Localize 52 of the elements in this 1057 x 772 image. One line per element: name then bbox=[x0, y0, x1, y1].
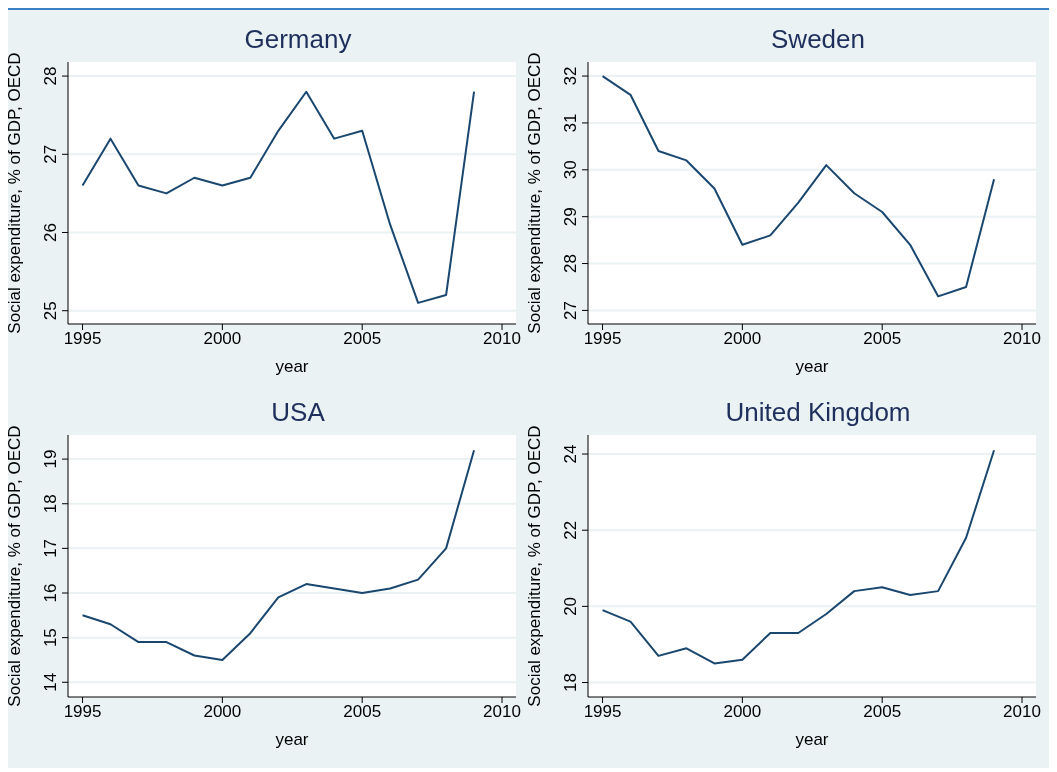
y-tick-label: 32 bbox=[561, 66, 580, 86]
x-axis-title: year bbox=[795, 730, 829, 749]
x-tick-label: 1995 bbox=[63, 329, 102, 349]
chart-title: Germany bbox=[243, 24, 353, 55]
x-tick-label: 2010 bbox=[1003, 702, 1041, 722]
y-tick-label: 31 bbox=[561, 113, 580, 133]
y-tick-label: 27 bbox=[561, 300, 580, 320]
y-tick-label: 18 bbox=[561, 673, 580, 692]
y-tick-label: 20 bbox=[561, 596, 580, 616]
x-tick-label: 1995 bbox=[583, 702, 622, 722]
y-tick-label: 15 bbox=[41, 628, 60, 648]
y-axis-title: Social expenditure, % of GDP, OECD bbox=[5, 52, 25, 334]
y-tick-label: 14 bbox=[41, 672, 60, 692]
x-tick-label: 2010 bbox=[483, 702, 521, 722]
y-tick-label: 17 bbox=[41, 538, 60, 558]
x-tick-label: 1995 bbox=[63, 702, 102, 722]
y-tick-label: 18 bbox=[41, 494, 60, 514]
x-axis-title: year bbox=[795, 357, 829, 376]
y-tick-label: 25 bbox=[41, 301, 60, 321]
x-tick-label: 2005 bbox=[343, 702, 382, 722]
y-tick-label: 16 bbox=[41, 583, 60, 603]
x-tick-label: 2010 bbox=[483, 329, 521, 349]
y-tick-label: 27 bbox=[41, 144, 60, 164]
chart-title: USA bbox=[270, 397, 326, 428]
x-tick-label: 2005 bbox=[863, 329, 902, 349]
y-tick-label: 30 bbox=[561, 160, 580, 180]
x-tick-label: 2000 bbox=[723, 702, 762, 722]
x-tick-label: 2005 bbox=[863, 702, 902, 722]
line-series bbox=[81, 449, 476, 661]
y-axis-title: Social expenditure, % of GDP, OECD bbox=[525, 425, 545, 707]
x-tick-label: 1995 bbox=[583, 329, 622, 349]
chart-title: Sweden bbox=[770, 24, 866, 55]
y-tick-label: 24 bbox=[561, 444, 580, 464]
line-series bbox=[81, 90, 476, 304]
chart-title: United Kingdom bbox=[724, 397, 912, 428]
y-tick-label: 19 bbox=[41, 449, 60, 469]
y-tick-label: 29 bbox=[561, 207, 580, 227]
x-tick-label: 2000 bbox=[203, 329, 242, 349]
x-axis-title: year bbox=[275, 357, 309, 376]
y-tick-label: 22 bbox=[561, 520, 580, 540]
x-tick-label: 2010 bbox=[1003, 329, 1041, 349]
x-axis-title: year bbox=[275, 730, 309, 749]
x-tick-label: 2005 bbox=[343, 329, 382, 349]
line-series bbox=[601, 449, 996, 665]
line-series bbox=[601, 75, 996, 298]
y-tick-label: 28 bbox=[561, 254, 580, 273]
y-tick-label: 26 bbox=[41, 223, 60, 242]
y-axis-title: Social expenditure, % of GDP, OECD bbox=[5, 425, 25, 707]
x-tick-label: 2000 bbox=[203, 702, 242, 722]
y-axis-title: Social expenditure, % of GDP, OECD bbox=[525, 52, 545, 334]
x-tick-label: 2000 bbox=[723, 329, 762, 349]
y-tick-label: 28 bbox=[41, 66, 60, 86]
